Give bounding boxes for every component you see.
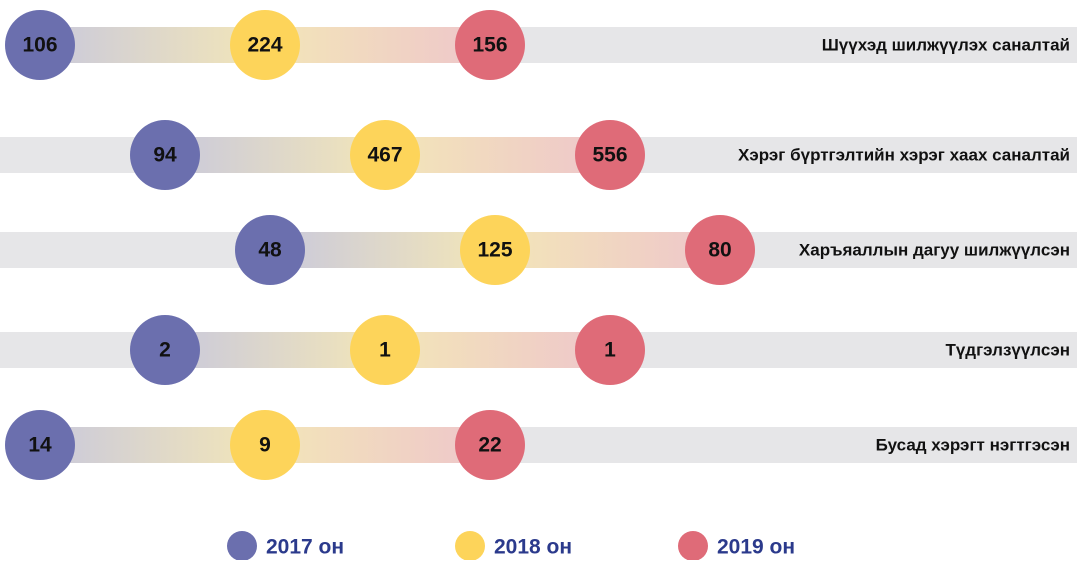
value-label: 14 <box>28 434 52 457</box>
legend-swatch <box>678 531 708 561</box>
value-label: 125 <box>477 239 512 262</box>
value-circle <box>130 120 200 190</box>
value-circle <box>5 10 75 80</box>
value-label: 80 <box>708 239 731 262</box>
value-circle <box>350 315 420 385</box>
value-circle <box>5 410 75 480</box>
value-circle <box>575 315 645 385</box>
value-label: 1 <box>604 339 616 362</box>
value-circle <box>235 215 305 285</box>
value-label: 467 <box>367 144 402 167</box>
value-label: 106 <box>22 34 57 57</box>
value-label: 2 <box>159 339 171 362</box>
value-label: 94 <box>153 144 177 167</box>
value-circle <box>685 215 755 285</box>
value-label: 156 <box>472 34 507 57</box>
row-label: Харъяаллын дагуу шилжүүлсэн <box>799 240 1070 259</box>
legend-label: 2017 он <box>266 536 344 559</box>
value-label: 1 <box>379 339 391 362</box>
value-label: 48 <box>258 239 282 262</box>
value-label: 22 <box>478 434 501 457</box>
legend-swatch <box>455 531 485 561</box>
row-label: Түдгэлзүүлсэн <box>945 340 1070 359</box>
row-label: Хэрэг бүртгэлтийн хэрэг хаах саналтай <box>738 145 1070 164</box>
legend-label: 2018 он <box>494 536 572 559</box>
value-circle <box>455 410 525 480</box>
value-circle <box>455 10 525 80</box>
legend-swatch <box>227 531 257 561</box>
value-circle <box>130 315 200 385</box>
value-circle <box>230 410 300 480</box>
value-circle <box>460 215 530 285</box>
value-circle <box>230 10 300 80</box>
row-label: Бусад хэрэгт нэгтгэсэн <box>876 435 1070 454</box>
value-label: 224 <box>247 34 282 57</box>
row-label: Шүүхэд шилжүүлэх саналтай <box>822 35 1070 54</box>
value-label: 556 <box>592 144 627 167</box>
value-circle <box>350 120 420 190</box>
value-circle <box>575 120 645 190</box>
legend-label: 2019 он <box>717 536 795 559</box>
value-label: 9 <box>259 434 271 457</box>
